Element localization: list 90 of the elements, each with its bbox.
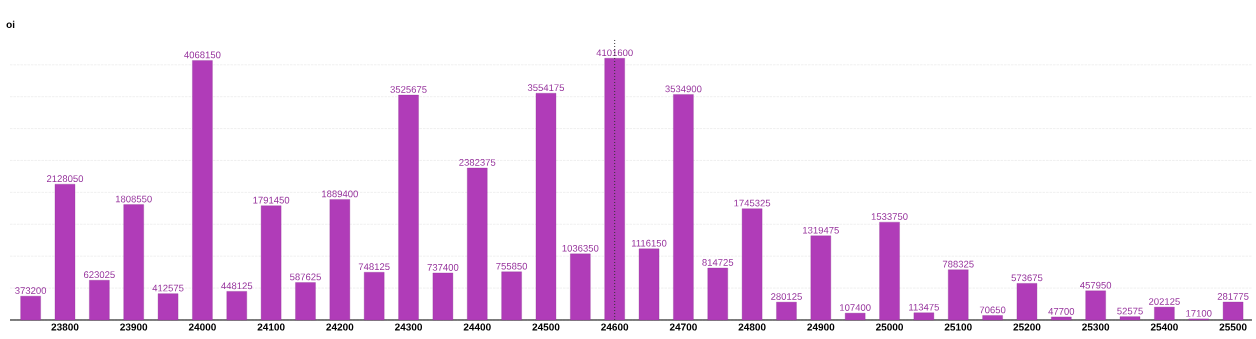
x-tick-label: 23900 bbox=[120, 323, 148, 331]
x-tick-label: 25300 bbox=[1082, 323, 1110, 331]
bar bbox=[1051, 316, 1072, 321]
x-tick-label: 25000 bbox=[875, 323, 904, 331]
bar bbox=[20, 296, 41, 321]
bar bbox=[432, 272, 454, 321]
y-axis-title: oi bbox=[6, 20, 15, 29]
bar bbox=[54, 184, 76, 321]
data-label: 457950 bbox=[1080, 281, 1112, 289]
data-label: 737400 bbox=[427, 264, 459, 271]
data-label: 1791450 bbox=[253, 196, 290, 204]
data-label: 1116150 bbox=[631, 239, 667, 247]
bar bbox=[467, 167, 488, 321]
data-label: 113475 bbox=[909, 303, 939, 311]
data-label: 17100 bbox=[1186, 309, 1212, 317]
bar bbox=[226, 291, 247, 321]
x-tick-label: 24800 bbox=[738, 323, 766, 331]
data-label: 755850 bbox=[496, 262, 528, 270]
x-tick-label: 25200 bbox=[1013, 323, 1041, 331]
data-label: 202125 bbox=[1149, 298, 1180, 305]
data-label: 412575 bbox=[152, 284, 184, 292]
data-label: 47700 bbox=[1048, 308, 1075, 315]
x-tick-label: 24000 bbox=[188, 323, 216, 331]
x-tick-label: 24900 bbox=[807, 323, 835, 331]
data-label: 1889400 bbox=[322, 190, 358, 198]
data-label: 3534900 bbox=[665, 85, 702, 93]
data-label: 814725 bbox=[702, 259, 734, 266]
bar bbox=[879, 221, 900, 321]
x-tick-label: 24200 bbox=[326, 323, 354, 331]
bar bbox=[501, 271, 522, 321]
data-label: 3525675 bbox=[390, 86, 427, 93]
x-tick-label: 24400 bbox=[463, 323, 491, 331]
bar bbox=[673, 94, 694, 321]
bar bbox=[845, 312, 866, 321]
bar bbox=[604, 58, 625, 321]
x-tick-label: 24500 bbox=[532, 323, 560, 331]
x-tick-label: 24700 bbox=[669, 323, 697, 331]
bar bbox=[398, 94, 419, 321]
bar bbox=[295, 282, 316, 321]
data-label: 4068150 bbox=[184, 51, 221, 59]
bar bbox=[123, 204, 144, 321]
bar bbox=[329, 199, 350, 321]
x-tick-label: 23800 bbox=[51, 323, 79, 331]
bar bbox=[1085, 290, 1106, 321]
x-tick-label: 24600 bbox=[601, 323, 629, 331]
bar bbox=[741, 208, 763, 321]
bar bbox=[1119, 316, 1141, 321]
x-tick-label: 24300 bbox=[394, 323, 423, 331]
data-label: 373200 bbox=[15, 287, 47, 294]
bar bbox=[260, 205, 282, 321]
bar bbox=[913, 312, 935, 321]
x-tick-label: 24100 bbox=[257, 323, 285, 331]
bar bbox=[707, 267, 728, 321]
data-label: 1745325 bbox=[734, 199, 771, 207]
data-label: 281775 bbox=[1217, 293, 1249, 300]
bar bbox=[535, 93, 557, 321]
bar bbox=[1154, 306, 1175, 321]
data-label: 2382375 bbox=[459, 159, 496, 166]
data-label: 280125 bbox=[771, 293, 802, 300]
data-label: 573675 bbox=[1011, 274, 1043, 282]
bar bbox=[364, 272, 385, 321]
x-tick-label: 25400 bbox=[1150, 323, 1178, 331]
data-label: 1808550 bbox=[115, 195, 152, 203]
bar bbox=[810, 235, 831, 321]
x-tick-label: 25500 bbox=[1219, 323, 1247, 331]
data-label: 3554175 bbox=[527, 84, 565, 92]
bar bbox=[570, 253, 591, 321]
bar bbox=[982, 315, 1003, 321]
data-label: 448125 bbox=[221, 282, 253, 290]
data-label: 587625 bbox=[290, 273, 321, 281]
data-label: 788325 bbox=[942, 260, 974, 268]
data-label: 1036350 bbox=[562, 244, 599, 252]
data-label: 107400 bbox=[840, 304, 871, 311]
x-tick-label: 25100 bbox=[944, 323, 972, 331]
bar bbox=[776, 301, 797, 321]
bar bbox=[1222, 301, 1244, 321]
bar bbox=[948, 269, 969, 321]
bar bbox=[192, 60, 213, 321]
data-label: 748125 bbox=[358, 263, 390, 271]
data-label: 623025 bbox=[83, 271, 115, 279]
bar bbox=[157, 293, 179, 321]
data-label: 52575 bbox=[1117, 307, 1143, 315]
data-label: 70650 bbox=[979, 306, 1006, 314]
bar bbox=[638, 248, 660, 321]
data-label: 2128050 bbox=[46, 175, 84, 183]
data-label: 1319475 bbox=[803, 226, 839, 234]
bar bbox=[89, 280, 110, 321]
bar bbox=[1016, 283, 1038, 321]
data-label: 1533750 bbox=[871, 213, 908, 220]
data-label: 4101600 bbox=[596, 49, 633, 57]
